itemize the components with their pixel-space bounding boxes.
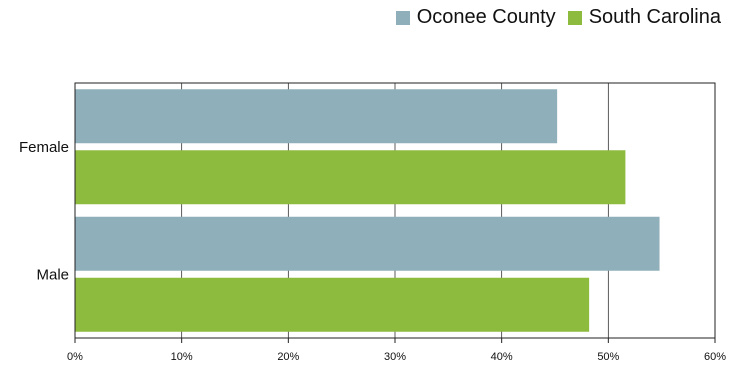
tick-label-60: 60% — [704, 351, 726, 363]
tick-label-40: 40% — [491, 351, 513, 363]
tick-label-30: 30% — [384, 351, 406, 363]
tick-label-0: 0% — [67, 351, 83, 363]
category-label-female: Female — [19, 139, 69, 156]
category-label-male: Male — [36, 266, 69, 283]
legend-item-south-carolina: South Carolina — [567, 6, 721, 29]
tick-label-50: 50% — [597, 351, 619, 363]
legend-swatch-south-carolina — [567, 10, 582, 25]
bar-male-oconee-county — [75, 216, 660, 271]
bar-male-south-carolina — [75, 277, 590, 332]
tick-label-10: 10% — [171, 351, 193, 363]
legend-swatch-oconee — [395, 10, 410, 25]
bar-female-south-carolina — [75, 150, 626, 205]
legend: Oconee County South Carolina — [384, 6, 721, 29]
legend-label-oconee: Oconee County — [416, 6, 556, 28]
tick-label-20: 20% — [277, 351, 299, 363]
legend-item-oconee: Oconee County — [395, 6, 556, 29]
bar-female-oconee-county — [75, 89, 558, 144]
legend-label-south-carolina: South Carolina — [588, 6, 721, 28]
